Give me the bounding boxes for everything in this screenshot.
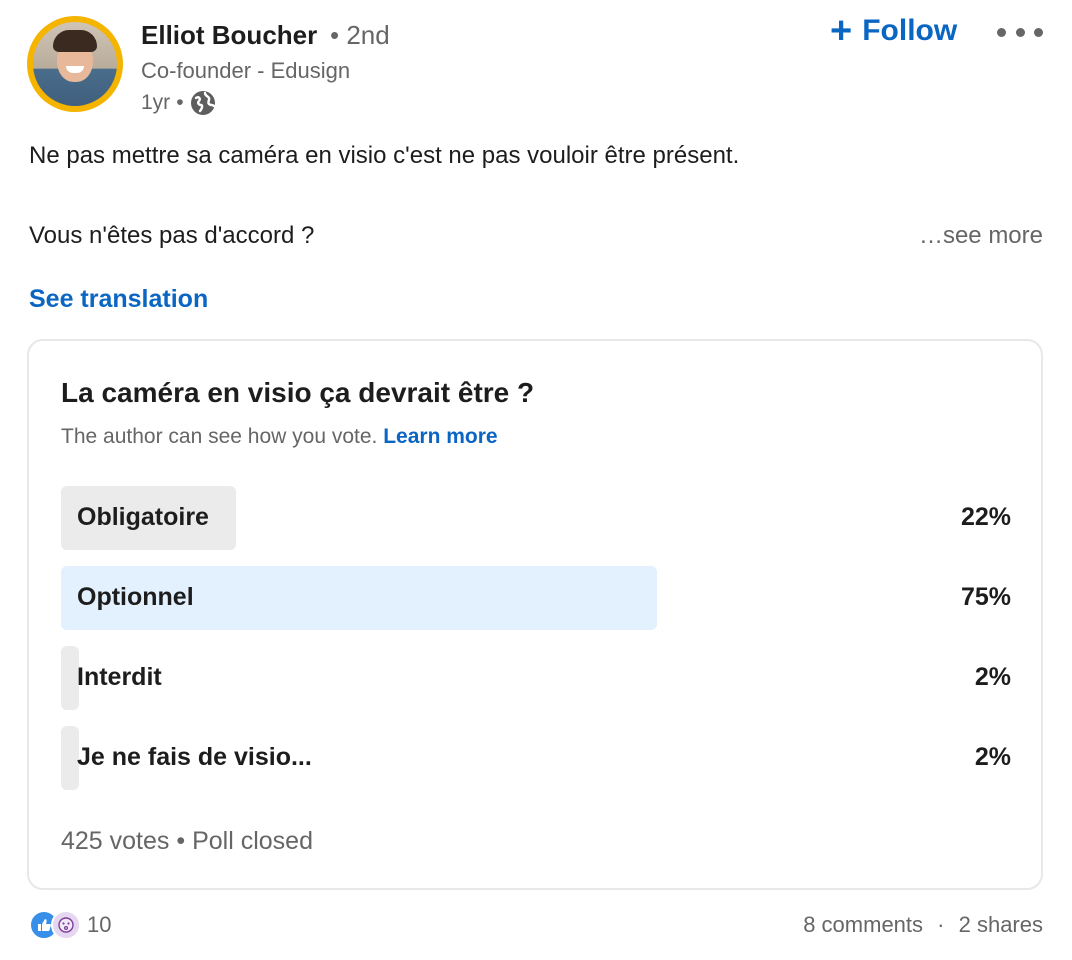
globe-icon: [190, 91, 215, 115]
curious-face-glyph: [58, 917, 74, 933]
reactions-summary[interactable]: 10: [29, 910, 111, 940]
poll-votes: 425 votes: [61, 827, 170, 855]
poll-option-bar: [61, 646, 79, 710]
poll-status: Poll closed: [192, 827, 313, 855]
reaction-count: 10: [87, 912, 112, 937]
poll-note-text: The author can see how you vote.: [61, 425, 378, 448]
more-dot: [997, 27, 1006, 37]
learn-more-link[interactable]: Learn more: [383, 425, 498, 448]
poll-option-percent: 22%: [960, 503, 1011, 531]
author-headline: Co-founder - Edusign: [141, 58, 351, 83]
comments-count[interactable]: 8 comments: [803, 912, 924, 937]
curious-icon: [51, 910, 81, 940]
poll-option-label: Je ne fais de visio...: [77, 743, 312, 771]
post-text-line-1: Ne pas mettre sa caméra en visio c'est n…: [29, 142, 740, 169]
poll-option-percent: 2%: [974, 743, 1011, 771]
poll-card: La caméra en visio ça devrait être ? The…: [27, 339, 1043, 890]
poll-option-bar: [61, 486, 236, 550]
see-translation-link[interactable]: See translation: [29, 285, 209, 313]
poll-question: La caméra en visio ça devrait être ?: [61, 377, 535, 408]
follow-label: Follow: [862, 14, 958, 47]
social-separator: ·: [937, 912, 945, 937]
meta-separator: •: [176, 91, 184, 114]
more-options-icon[interactable]: [997, 18, 1043, 46]
more-dot: [1015, 27, 1025, 37]
poll-option[interactable]: Interdit 2%: [61, 646, 1013, 710]
poll-footer-separator: •: [176, 827, 193, 855]
avatar-photo: [33, 22, 117, 106]
social-counts: 8 comments · 2 shares: [803, 912, 1043, 938]
poll-option-label: Obligatoire: [77, 503, 209, 531]
avatar-hair: [53, 30, 97, 52]
poll-option[interactable]: Optionnel 75%: [61, 566, 1013, 630]
poll-option-label: Optionnel: [77, 583, 194, 611]
post-text-line-2: Vous n'êtes pas d'accord ?: [29, 222, 315, 249]
poll-option-bar: [61, 726, 79, 790]
avatar-smile: [66, 66, 84, 73]
shares-count[interactable]: 2 shares: [958, 912, 1043, 937]
author-name[interactable]: Elliot Boucher: [141, 20, 318, 50]
post-time: 1yr: [141, 91, 171, 114]
author-avatar[interactable]: [27, 16, 123, 112]
poll-option-bar: [61, 566, 657, 630]
poll-option[interactable]: Je ne fais de visio... 2%: [61, 726, 1013, 790]
plus-icon: +: [830, 10, 853, 52]
thumbs-up-glyph: [38, 919, 51, 931]
connection-degree: • 2nd: [330, 20, 390, 50]
poll-option[interactable]: Obligatoire 22%: [61, 486, 1013, 550]
poll-option-percent: 75%: [960, 583, 1011, 611]
follow-button[interactable]: + Follow: [830, 10, 958, 52]
more-dot: [1034, 27, 1043, 37]
poll-note: The author can see how you vote. Learn m…: [61, 425, 498, 449]
poll-footer: 425 votes • Poll closed: [61, 827, 313, 856]
see-more-link[interactable]: …see more: [918, 222, 1043, 249]
post-meta: 1yr •: [141, 90, 216, 116]
poll-option-percent: 2%: [974, 663, 1011, 691]
poll-option-label: Interdit: [77, 663, 162, 691]
